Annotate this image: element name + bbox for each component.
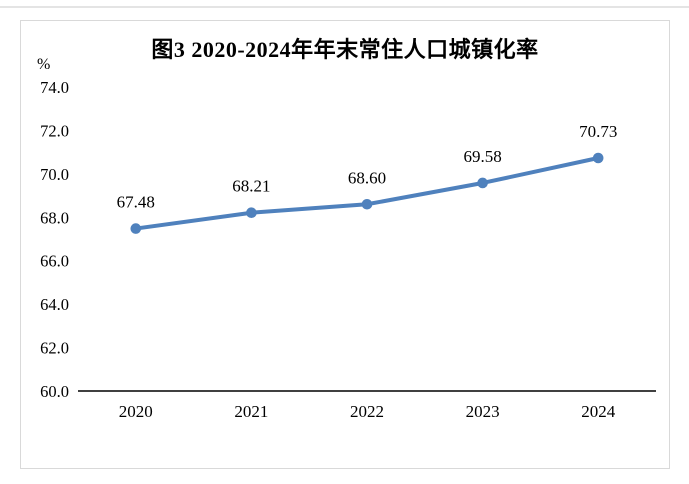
line-chart-plot: 74.0 72.0 70.0 68.0 66.0 64.0 62.0 60.0 67.48 68.… [40, 78, 656, 421]
data-point-marker [246, 207, 257, 219]
data-point-label: 68.60 [348, 168, 386, 187]
y-axis-tick-label: 74.0 [40, 78, 69, 97]
top-divider-line [0, 6, 689, 8]
y-axis-tick-label: 72.0 [40, 121, 69, 140]
y-axis-tick-label: 68.0 [40, 208, 69, 227]
x-axis-tick-label: 2024 [581, 402, 616, 421]
data-point-marker [361, 198, 373, 210]
y-axis-unit-label: % [37, 56, 51, 73]
data-point-marker [130, 223, 142, 234]
chart-title: 图3 2020-2024年年末常住人口城镇化率 [151, 37, 539, 62]
y-axis-tick-label: 70.0 [40, 165, 69, 184]
x-axis-tick-label: 2022 [350, 402, 384, 421]
data-point-marker [477, 177, 488, 189]
y-axis-tick-label: 60.0 [40, 382, 69, 401]
x-axis-tick-label: 2023 [466, 402, 500, 421]
y-axis-tick-label: 62.0 [40, 339, 69, 358]
y-axis-tick-label: 66.0 [40, 252, 69, 271]
data-point-marker [592, 152, 604, 164]
x-axis-tick-label: 2021 [234, 402, 268, 421]
data-point-label: 68.21 [232, 177, 270, 196]
data-point-label: 69.58 [463, 147, 501, 166]
data-point-label: 70.73 [579, 122, 617, 141]
chart-frame: 图3 2020-2024年年末常住人口城镇化率 % 74.0 72.0 70.0 68… [20, 20, 670, 469]
data-point-label: 67.48 [117, 193, 155, 212]
x-axis-tick-label: 2020 [119, 402, 153, 421]
y-axis-tick-label: 64.0 [40, 295, 69, 314]
